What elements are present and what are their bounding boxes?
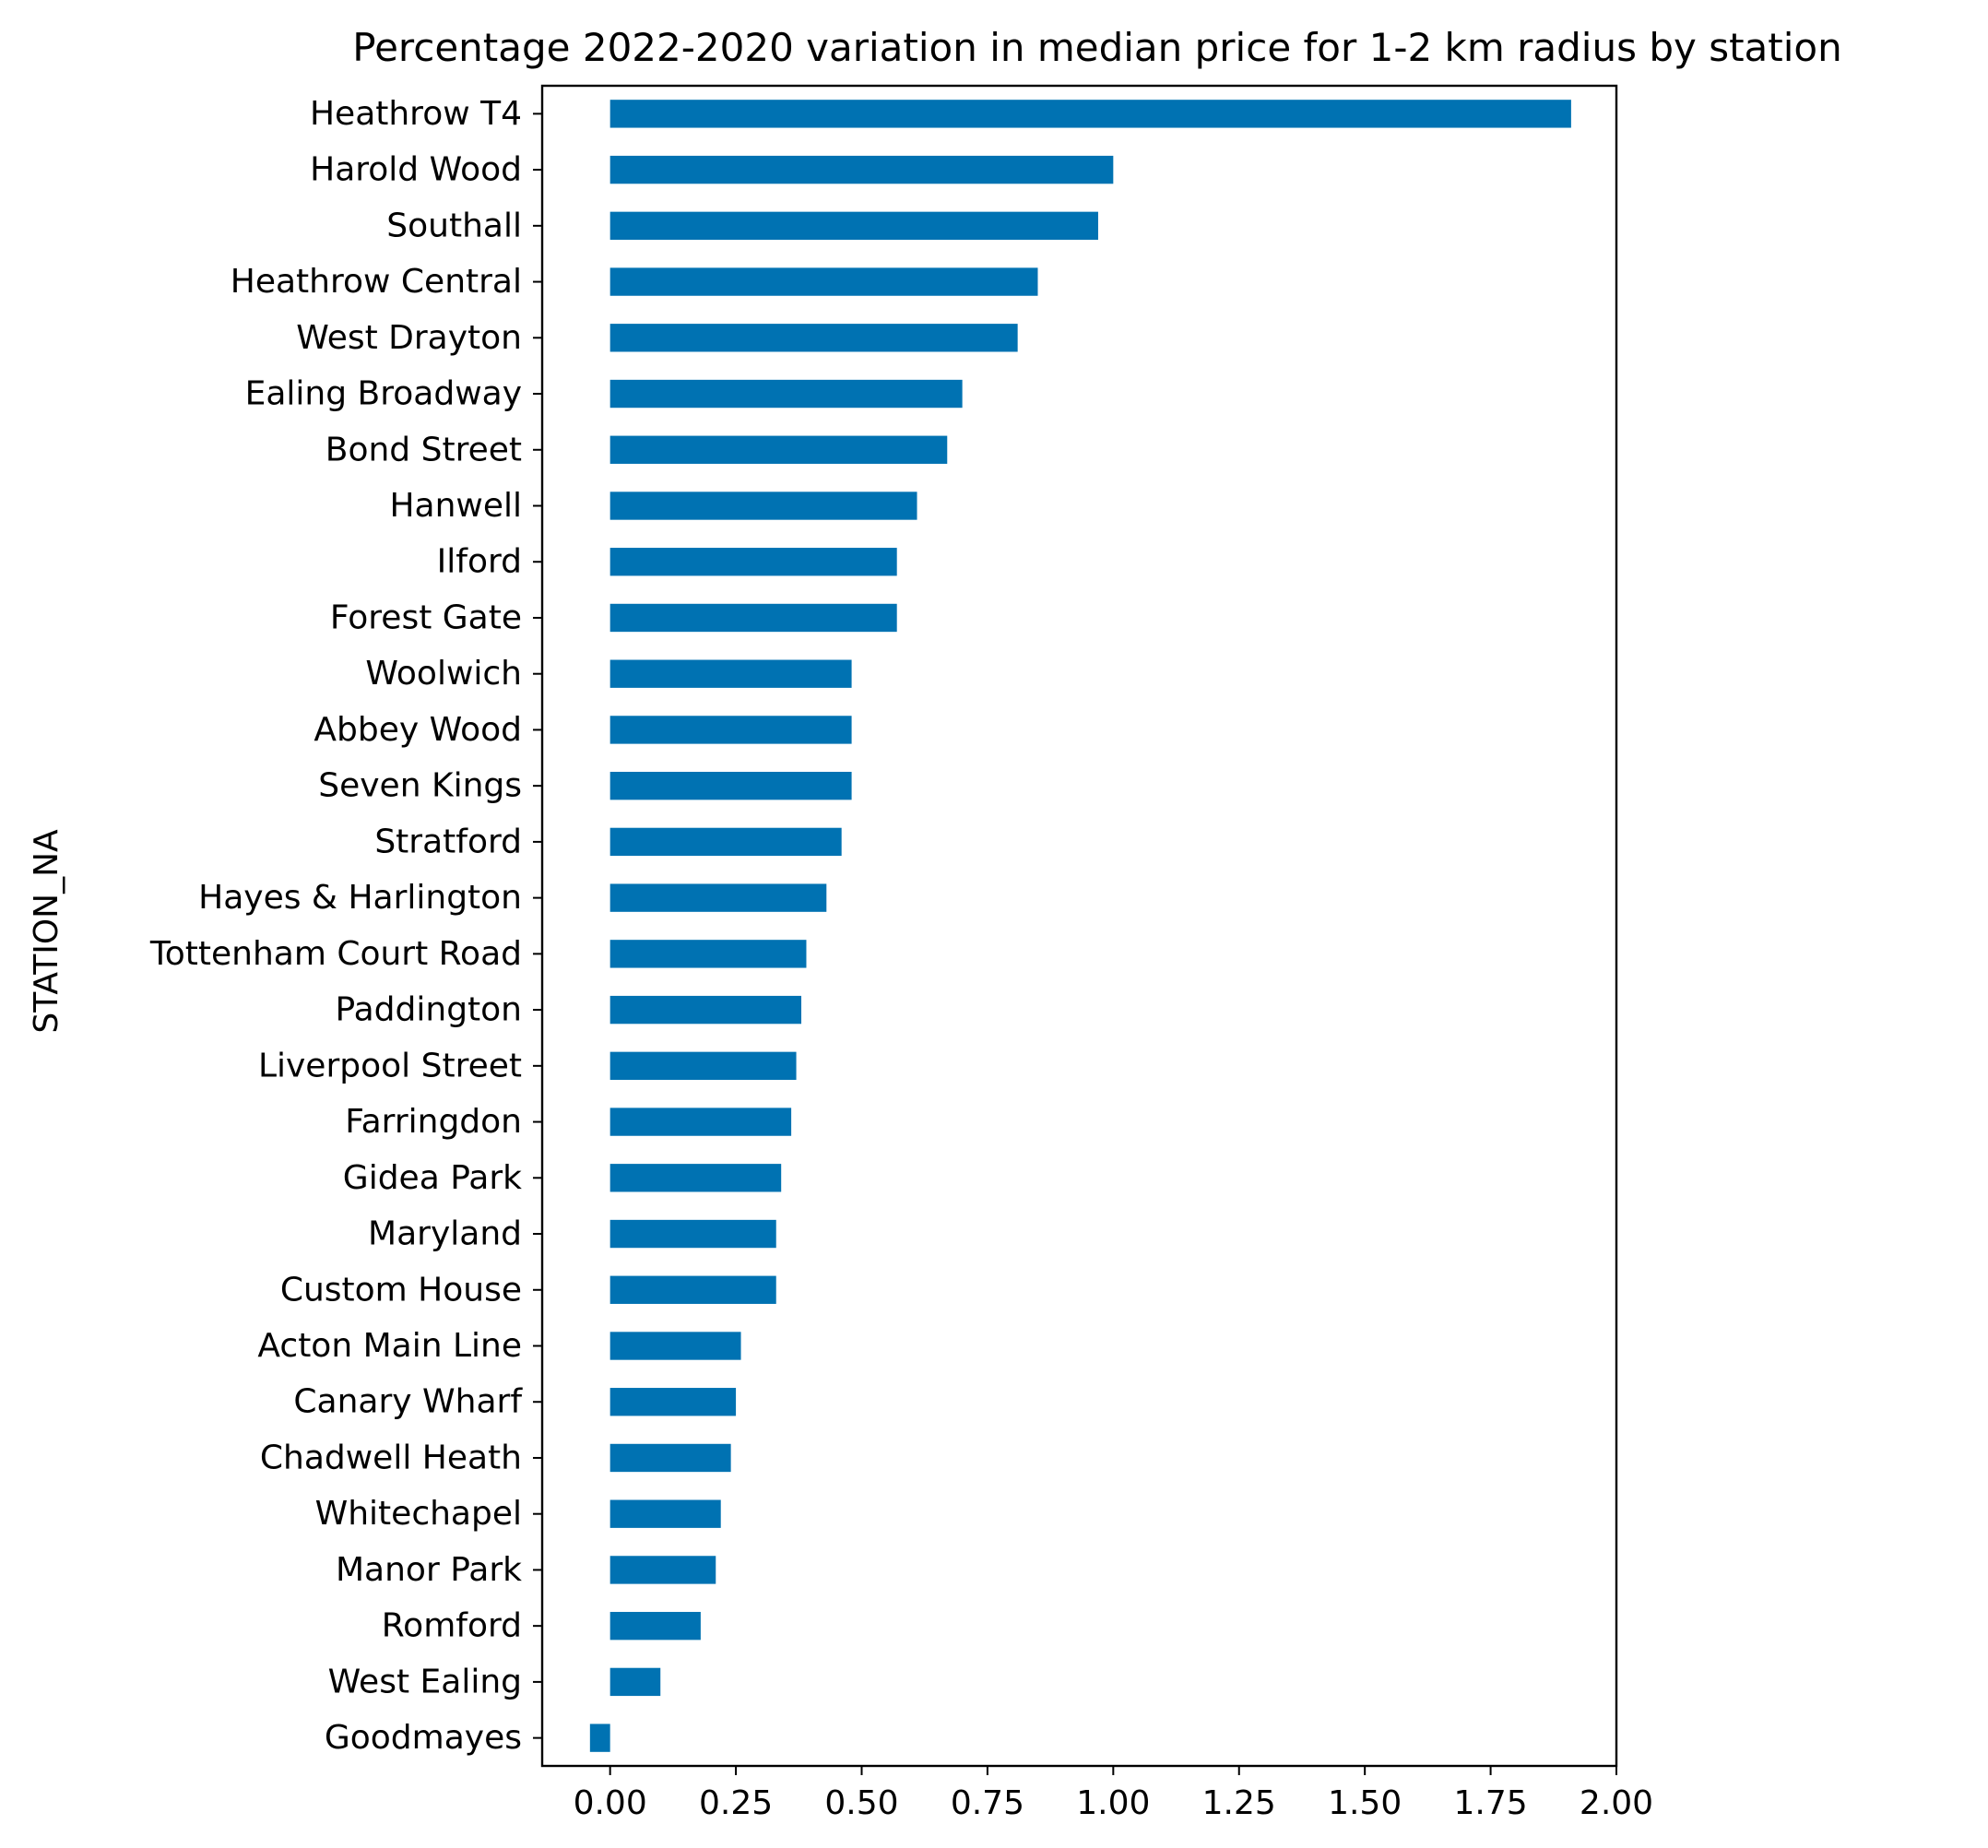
bar-romford	[609, 1611, 701, 1641]
bar-southall	[609, 211, 1098, 241]
y-tick-label: Harold Wood	[310, 151, 522, 189]
x-tick-label: 0.75	[951, 1784, 1024, 1822]
y-tick-label: Bond Street	[325, 431, 522, 468]
bar-hanwell	[609, 492, 917, 520]
bar-stratford	[609, 827, 842, 857]
x-tick-label: 2.00	[1580, 1784, 1653, 1822]
y-tick-label: Acton Main Line	[257, 1327, 522, 1365]
bar-ealing-broadway	[609, 379, 963, 409]
y-tick-label: Gidea Park	[343, 1159, 522, 1197]
x-tick-label: 0.25	[699, 1784, 773, 1822]
bar-west-ealing	[609, 1667, 661, 1697]
y-tick-label: West Ealing	[328, 1663, 522, 1700]
y-axis-ticks: Heathrow T4 Harold Wood Southall Heathrow C…	[149, 95, 542, 1757]
bar-woolwich	[609, 659, 852, 688]
bar-abbey-wood	[609, 716, 852, 744]
bar-farringdon	[609, 1108, 792, 1136]
x-tick-label: 1.25	[1202, 1784, 1276, 1822]
bar-whitechapel	[609, 1499, 721, 1528]
y-tick-label: Liverpool Street	[258, 1047, 522, 1084]
y-tick-label: Romford	[382, 1607, 522, 1645]
bar-forest-gate	[609, 603, 897, 633]
bar-acton-main-line	[609, 1332, 741, 1360]
bar-harold-wood	[609, 155, 1114, 184]
bar-chadwell-heath	[609, 1443, 731, 1473]
y-tick-label: Custom House	[280, 1271, 522, 1309]
y-tick-label: Canary Wharf	[293, 1383, 523, 1421]
bar-hayes-and-harlington	[609, 883, 827, 912]
bar-tottenham-court-road	[609, 940, 807, 968]
y-tick-label: Heathrow Central	[231, 263, 522, 301]
x-tick-label: 1.00	[1076, 1784, 1150, 1822]
y-tick-label: Forest Gate	[330, 598, 522, 636]
y-tick-label: Southall	[386, 207, 522, 244]
y-tick-label: Tottenham Court Road	[149, 935, 522, 973]
y-tick-label: Chadwell Heath	[260, 1439, 522, 1476]
y-tick-label: Hanwell	[389, 487, 522, 525]
bar-bond-street	[609, 435, 948, 464]
x-tick-label: 0.00	[574, 1784, 647, 1822]
bar-canary-wharf	[609, 1388, 737, 1416]
y-tick-label: Ealing Broadway	[245, 375, 522, 413]
x-axis-ticks: 0.00 0.25 0.50 0.75 1.00 1.25 1.50 1.75 2.00	[574, 1766, 1653, 1822]
bar-gidea-park	[609, 1164, 782, 1192]
x-tick-label: 0.50	[824, 1784, 898, 1822]
bar-paddington	[609, 995, 802, 1025]
plot-frame	[540, 84, 1618, 1768]
bar-seven-kings	[609, 771, 852, 800]
bar-maryland	[609, 1219, 776, 1249]
y-tick-label: Manor Park	[336, 1551, 522, 1589]
y-tick-label: Paddington	[336, 991, 522, 1029]
bars-group	[589, 100, 1571, 1752]
y-tick-label: Hayes & Harlington	[198, 879, 522, 917]
y-tick-label: Stratford	[374, 823, 522, 860]
y-tick-label: Woolwich	[365, 655, 522, 693]
y-tick-label: Goodmayes	[325, 1719, 522, 1757]
bar-goodmayes	[589, 1724, 610, 1752]
y-tick-label: Whitechapel	[315, 1495, 522, 1533]
bar-liverpool-street	[609, 1051, 797, 1081]
y-tick-label: Abbey Wood	[314, 711, 522, 749]
y-tick-label: Ilford	[437, 543, 522, 581]
bar-west-drayton	[609, 324, 1018, 352]
y-tick-label: Heathrow T4	[310, 95, 522, 133]
bar-ilford	[609, 548, 897, 576]
y-tick-label: West Drayton	[296, 319, 522, 357]
y-axis-label: STATION_NA	[28, 829, 65, 1034]
bar-custom-house	[609, 1275, 776, 1304]
bar-heathrow-central	[609, 267, 1038, 296]
x-tick-label: 1.50	[1328, 1784, 1402, 1822]
y-tick-label: Seven Kings	[318, 767, 522, 805]
y-tick-label: Maryland	[368, 1215, 522, 1253]
y-tick-label: Farringdon	[345, 1103, 522, 1141]
chart-title: Percentage 2022-2020 variation in median…	[352, 25, 1842, 70]
bar-heathrow-t4	[609, 100, 1571, 128]
bar-manor-park	[609, 1556, 716, 1584]
x-tick-label: 1.75	[1454, 1784, 1528, 1822]
